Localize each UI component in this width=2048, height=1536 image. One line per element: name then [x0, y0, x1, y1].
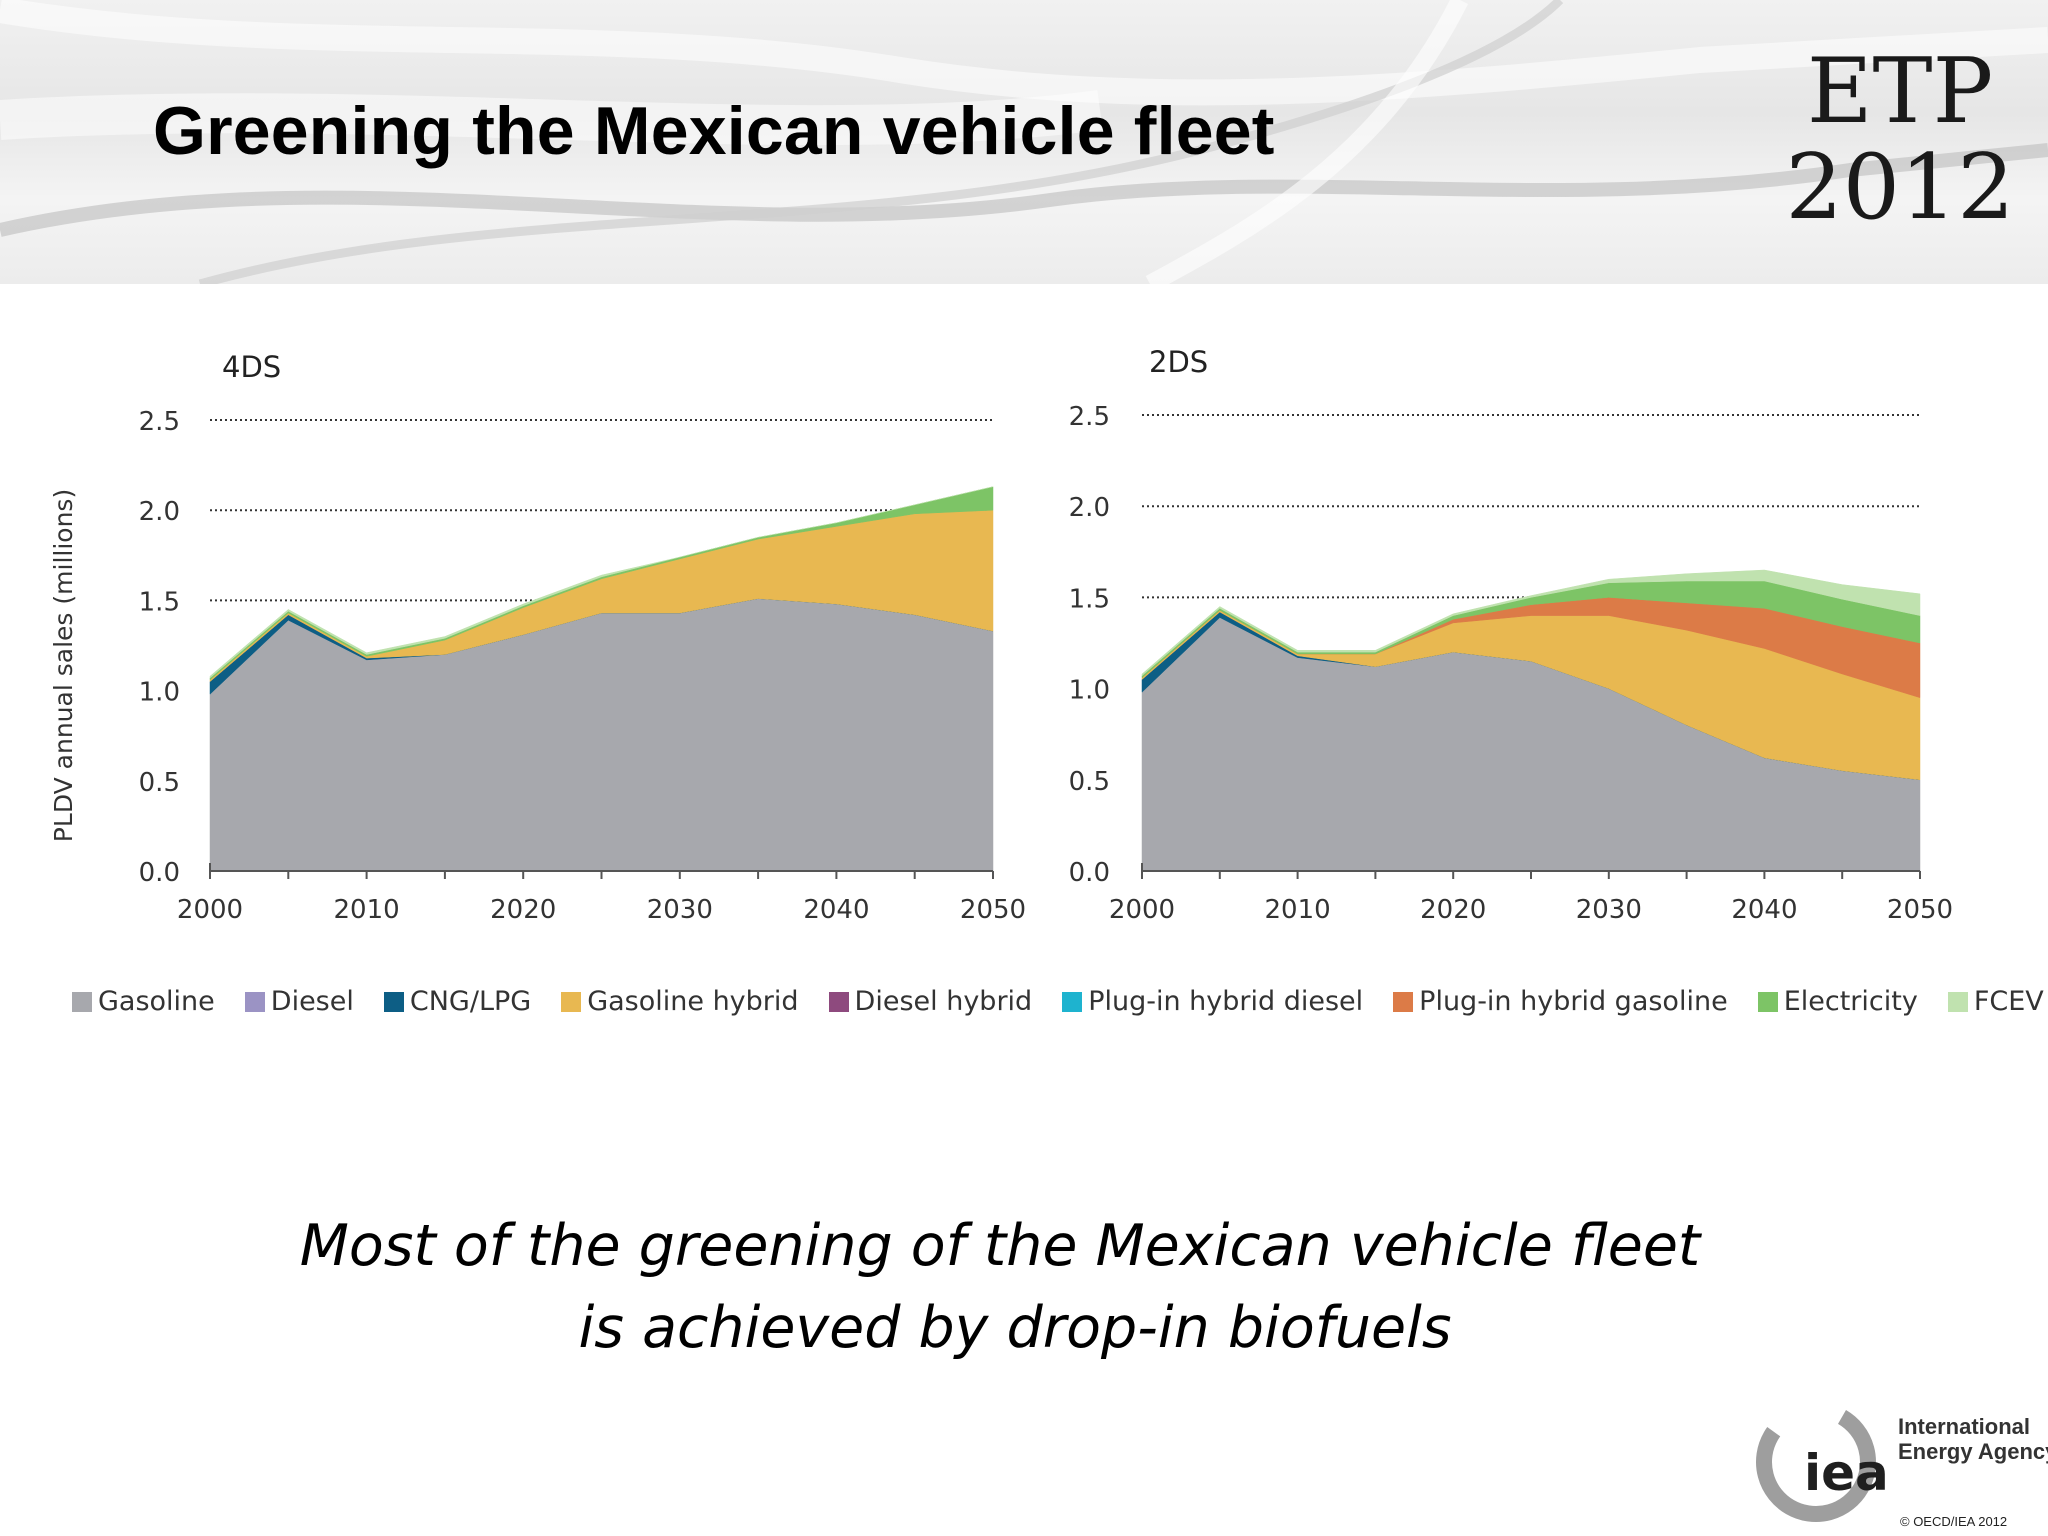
legend-swatch — [561, 991, 582, 1012]
y-tick-label: 1.0 — [139, 678, 180, 708]
x-tick-label: 2040 — [1731, 895, 1797, 925]
area-fcev — [209, 486, 994, 679]
legend-item-gasoline: Gasoline — [72, 986, 215, 1017]
y-tick-label: 1.5 — [1069, 584, 1110, 614]
header-swoosh-graphic — [0, 0, 2048, 284]
caption-line-2: is achieved by drop-in biofuels — [578, 1295, 1452, 1361]
x-tick-label: 2010 — [1265, 895, 1331, 925]
x-tick-label: 2050 — [1887, 895, 1953, 925]
iea-name: International Energy Agency — [1898, 1414, 2048, 1464]
y-tick-label: 2.0 — [139, 497, 180, 527]
iea-logo: iea — [1756, 1402, 1889, 1522]
legend-label: Diesel — [270, 986, 354, 1017]
legend-item-cng-lpg: CNG/LPG — [383, 986, 532, 1017]
legend-swatch — [1947, 991, 1968, 1012]
legend-swatch — [1757, 991, 1778, 1012]
x-tick-label: 2010 — [334, 895, 400, 925]
iea-logo-ring — [1756, 1402, 1876, 1522]
y-tick-label: 2.0 — [1069, 493, 1110, 523]
x-tick-label: 2030 — [1576, 895, 1642, 925]
legend-item-gasoline-hybrid: Gasoline hybrid — [561, 986, 799, 1017]
y-tick-label: 0.5 — [1069, 767, 1110, 797]
iea-logo-text: iea — [1804, 1444, 1889, 1502]
legend-label: Plug-in hybrid diesel — [1088, 986, 1364, 1017]
slide-header: Greening the Mexican vehicle fleet ETP 2… — [0, 0, 2048, 284]
iea-name-line-2: Energy Agency — [1898, 1439, 2048, 1464]
y-tick-label: 0.0 — [139, 858, 180, 888]
legend-label: Plug-in hybrid gasoline — [1419, 986, 1728, 1017]
charts-area: 4DS PLDV annual sales (millions) 0.0 0.5 1.0… — [49, 345, 1953, 925]
chart-title: 4DS — [222, 350, 281, 384]
legend-swatch — [1393, 991, 1414, 1012]
legend-item-diesel: Diesel — [244, 986, 354, 1017]
legend-swatch — [383, 991, 404, 1012]
legend-swatch — [1062, 991, 1083, 1012]
brand-line-year: 2012 — [1785, 135, 2015, 240]
x-tick-label: 2020 — [490, 895, 556, 925]
chart-legend: Gasoline Diesel CNG/LPG Gasoline hybrid Dies… — [72, 986, 2044, 1017]
caption-line-1: Most of the greening of the Mexican vehi… — [299, 1213, 1701, 1279]
chart-2ds: 2DS 0.0 0.5 1.0 1.5 2.0 2.5 2000 2010 2020 2030 204… — [1069, 345, 1953, 925]
legend-item-plug-in-hybrid-diesel: Plug-in hybrid diesel — [1062, 986, 1363, 1017]
y-tick-label: 0.5 — [139, 768, 180, 798]
slide-title: Greening the Mexican vehicle fleet — [153, 93, 1275, 169]
legend-label: Gasoline hybrid — [587, 986, 799, 1017]
legend-item-fcev: FCEV — [1947, 986, 2044, 1017]
y-tick-label: 1.0 — [1069, 676, 1110, 706]
x-tick-label: 2030 — [647, 895, 713, 925]
chart-4ds: 4DS PLDV annual sales (millions) 0.0 0.5 1.0… — [49, 350, 1026, 925]
x-tick-label: 2040 — [803, 895, 869, 925]
legend-swatch — [72, 991, 92, 1012]
x-tick-label: 2020 — [1420, 895, 1486, 925]
brand-line-etp: ETP — [1806, 39, 1994, 144]
y-tick-label: 1.5 — [139, 587, 180, 617]
x-tick-label: 2000 — [177, 895, 243, 925]
slide-caption: Most of the greening of the Mexican vehi… — [0, 1205, 2000, 1369]
legend-swatch — [828, 991, 849, 1012]
y-tick-label: 2.5 — [1069, 402, 1110, 432]
legend-label: Diesel hybrid — [854, 986, 1033, 1017]
legend-item-electricity: Electricity — [1757, 986, 1918, 1017]
x-tick-label: 2000 — [1109, 895, 1175, 925]
iea-name-line-1: International — [1898, 1414, 2031, 1439]
etp-2012-brand: ETP 2012 — [1780, 44, 2020, 236]
legend-label: FCEV — [1973, 986, 2044, 1017]
chart-title: 2DS — [1149, 345, 1208, 379]
y-tick-label: 0.0 — [1069, 858, 1110, 888]
legend-label: Electricity — [1783, 986, 1918, 1017]
x-tick-label: 2050 — [960, 895, 1026, 925]
legend-label: CNG/LPG — [409, 986, 532, 1017]
area-fcev — [1141, 569, 1921, 677]
legend-swatch — [244, 991, 265, 1012]
y-axis-label: PLDV annual sales (millions) — [49, 489, 78, 842]
y-tick-label: 2.5 — [139, 407, 180, 437]
legend-item-plug-in-hybrid-gasoline: Plug-in hybrid gasoline — [1393, 986, 1728, 1017]
copyright-notice: © OECD/IEA 2012 — [1900, 1514, 2008, 1529]
legend-label: Gasoline — [98, 986, 215, 1017]
legend-item-diesel-hybrid: Diesel hybrid — [828, 986, 1033, 1017]
